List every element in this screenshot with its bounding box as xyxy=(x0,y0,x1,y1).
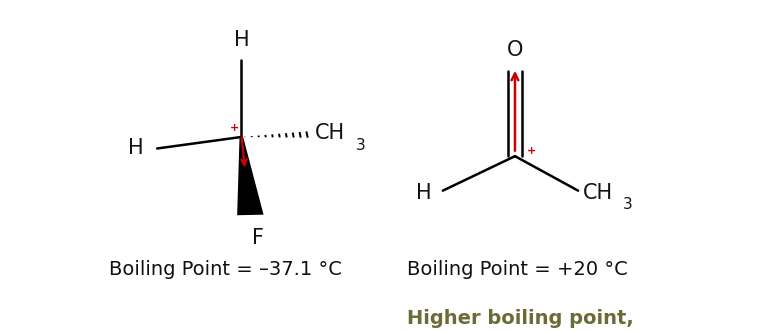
Text: H: H xyxy=(234,30,249,50)
Text: 3: 3 xyxy=(355,138,365,153)
Text: Higher boiling point,: Higher boiling point, xyxy=(407,309,633,328)
Polygon shape xyxy=(237,137,264,215)
Text: +: + xyxy=(527,146,536,156)
Text: F: F xyxy=(251,228,264,248)
Text: O: O xyxy=(507,40,523,60)
Text: H: H xyxy=(417,183,432,203)
Text: 3: 3 xyxy=(623,197,633,212)
Text: +: + xyxy=(230,123,239,133)
Text: Boiling Point = –37.1 °C: Boiling Point = –37.1 °C xyxy=(109,260,342,280)
Text: CH: CH xyxy=(583,183,613,203)
Text: Boiling Point = +20 °C: Boiling Point = +20 °C xyxy=(407,260,628,280)
Text: CH: CH xyxy=(315,123,345,143)
Text: H: H xyxy=(128,138,144,158)
